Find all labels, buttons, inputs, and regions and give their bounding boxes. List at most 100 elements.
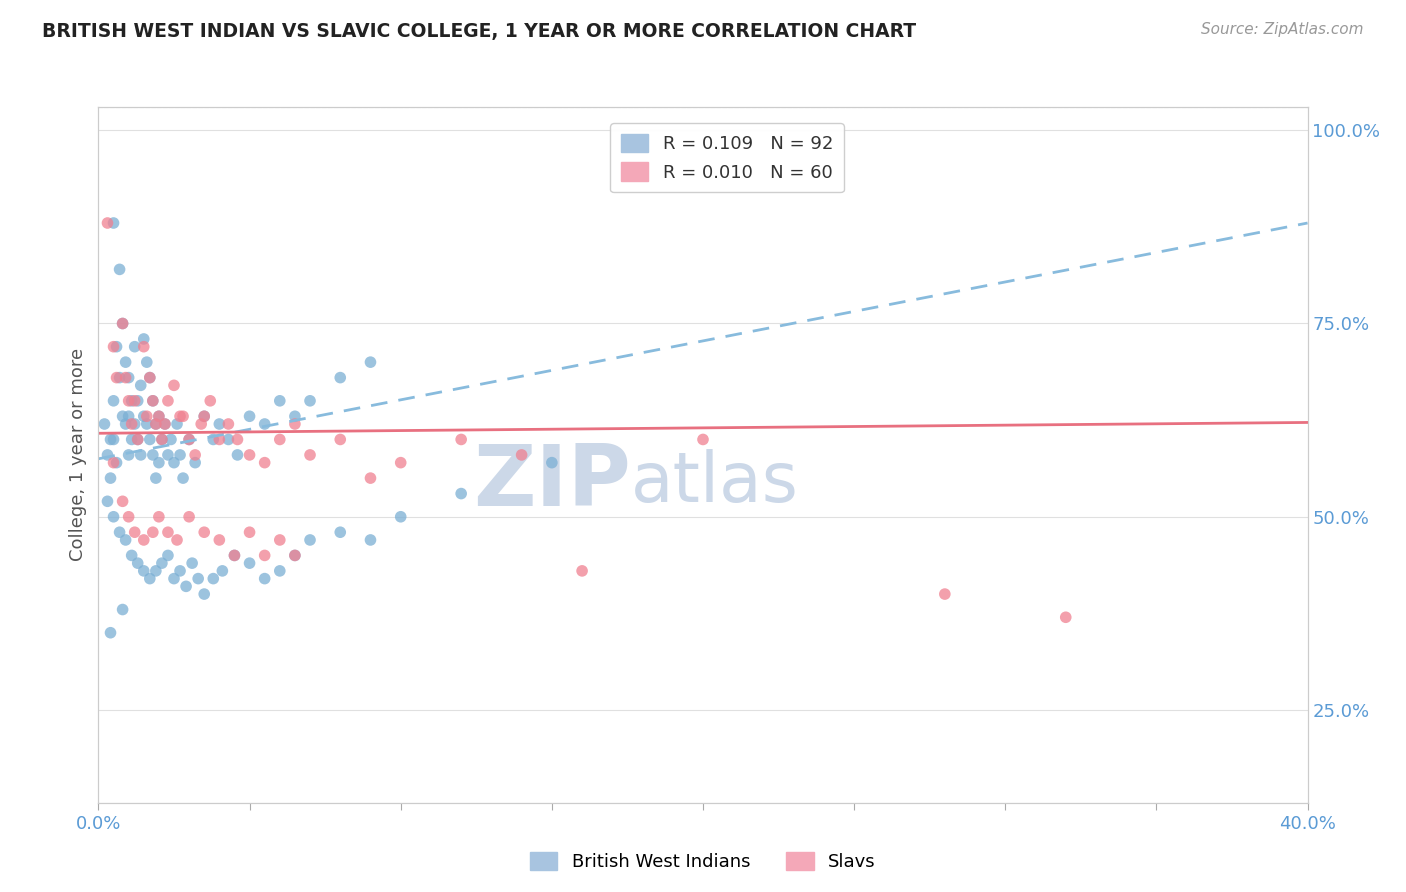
Point <box>114 370 136 384</box>
Point <box>132 533 155 547</box>
Point <box>226 448 249 462</box>
Point <box>132 409 155 424</box>
Point <box>692 433 714 447</box>
Point <box>172 409 194 424</box>
Point <box>124 525 146 540</box>
Point <box>129 448 152 462</box>
Point <box>114 533 136 547</box>
Point <box>118 509 141 524</box>
Point <box>96 216 118 230</box>
Point <box>187 572 209 586</box>
Point <box>124 417 146 431</box>
Point <box>139 572 162 586</box>
Point <box>217 433 239 447</box>
Point <box>118 409 141 424</box>
Point <box>284 549 307 563</box>
Point <box>184 448 207 462</box>
Point <box>111 602 134 616</box>
Point <box>121 393 143 408</box>
Point <box>145 417 167 431</box>
Point <box>103 393 125 408</box>
Point <box>103 433 125 447</box>
Point <box>172 471 194 485</box>
Point <box>96 494 118 508</box>
Y-axis label: College, 1 year or more: College, 1 year or more <box>69 349 87 561</box>
Point <box>124 340 146 354</box>
Point <box>132 564 155 578</box>
Point <box>217 417 239 431</box>
Point <box>100 625 122 640</box>
Point <box>193 409 215 424</box>
Point <box>239 556 262 570</box>
Point <box>299 393 322 408</box>
Point <box>163 456 186 470</box>
Point <box>148 409 170 424</box>
Point <box>127 393 149 408</box>
Point <box>103 216 125 230</box>
Point <box>135 417 157 431</box>
Point <box>329 370 352 384</box>
Point <box>145 471 167 485</box>
Point <box>253 549 276 563</box>
Point <box>224 549 246 563</box>
Point <box>389 509 412 524</box>
Point <box>239 409 262 424</box>
Point <box>166 417 188 431</box>
Text: ZIP: ZIP <box>472 442 630 524</box>
Point <box>179 433 201 447</box>
Point <box>1054 610 1077 624</box>
Point <box>124 393 146 408</box>
Point <box>389 456 412 470</box>
Point <box>208 433 231 447</box>
Point <box>202 433 225 447</box>
Point <box>163 572 186 586</box>
Point <box>169 564 191 578</box>
Point <box>193 409 215 424</box>
Point <box>118 393 141 408</box>
Point <box>200 393 222 408</box>
Point <box>239 448 262 462</box>
Point <box>193 587 215 601</box>
Point <box>150 433 173 447</box>
Point <box>934 587 956 601</box>
Point <box>163 378 186 392</box>
Point <box>93 417 115 431</box>
Legend: R = 0.109   N = 92, R = 0.010   N = 60: R = 0.109 N = 92, R = 0.010 N = 60 <box>610 123 844 193</box>
Point <box>118 448 141 462</box>
Point <box>148 409 170 424</box>
Point <box>284 409 307 424</box>
Point <box>174 579 197 593</box>
Point <box>211 564 233 578</box>
Point <box>269 433 291 447</box>
Point <box>253 572 276 586</box>
Point <box>156 448 179 462</box>
Point <box>142 393 165 408</box>
Point <box>114 417 136 431</box>
Point <box>153 417 176 431</box>
Point <box>156 525 179 540</box>
Point <box>360 355 382 369</box>
Point <box>142 525 165 540</box>
Point <box>135 355 157 369</box>
Point <box>190 417 212 431</box>
Point <box>142 448 165 462</box>
Point <box>299 533 322 547</box>
Point <box>253 417 276 431</box>
Point <box>121 417 143 431</box>
Point <box>571 564 593 578</box>
Point <box>239 525 262 540</box>
Point <box>329 525 352 540</box>
Point <box>118 370 141 384</box>
Point <box>111 317 134 331</box>
Text: atlas: atlas <box>630 450 799 516</box>
Point <box>108 370 131 384</box>
Point <box>269 533 291 547</box>
Point <box>145 564 167 578</box>
Point <box>166 533 188 547</box>
Point <box>360 471 382 485</box>
Point <box>150 556 173 570</box>
Point <box>450 486 472 500</box>
Point <box>100 433 122 447</box>
Point <box>127 433 149 447</box>
Point <box>114 355 136 369</box>
